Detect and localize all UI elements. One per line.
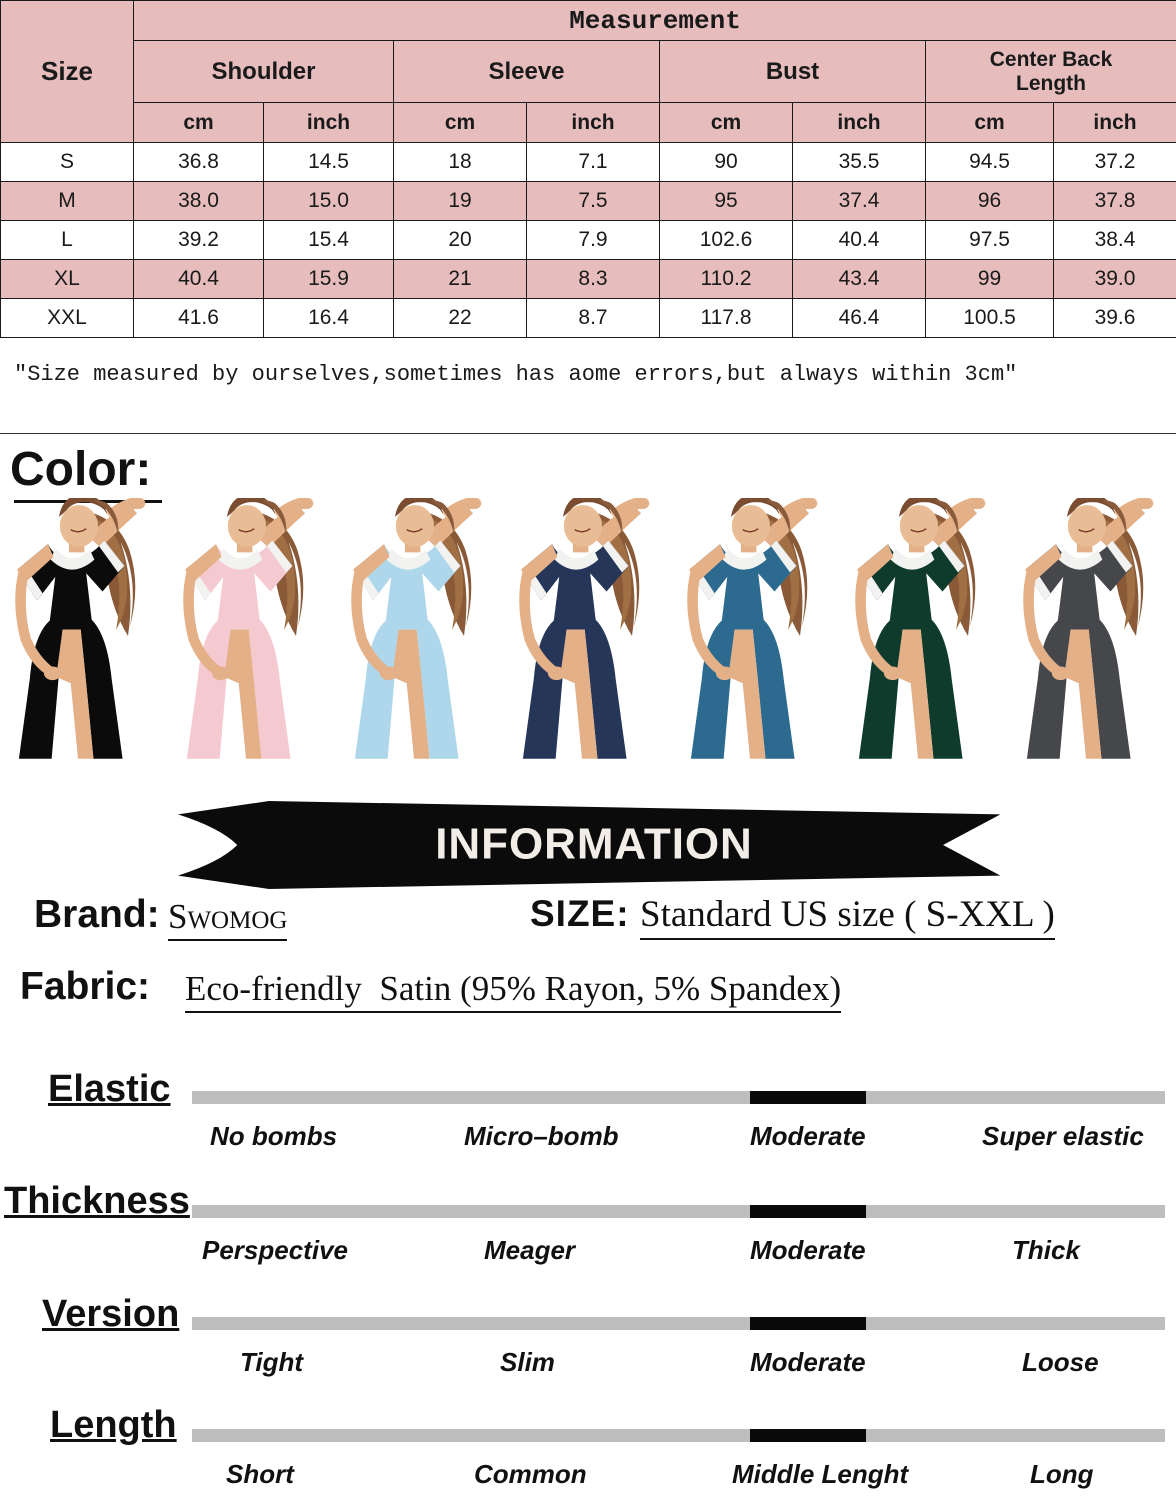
svg-text:INFORMATION: INFORMATION bbox=[435, 819, 753, 868]
